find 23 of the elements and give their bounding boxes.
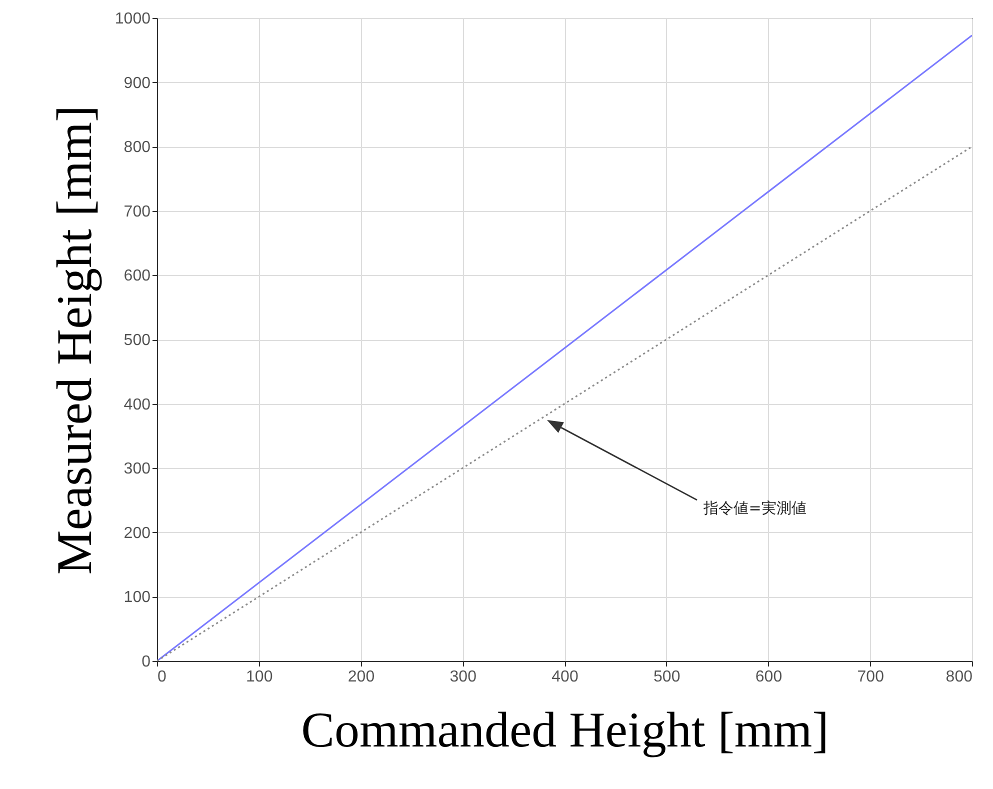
annotation: 指令値=実測値	[702, 499, 806, 517]
x-tick-label: 300	[450, 668, 477, 686]
y-tick-label: 1000	[114, 10, 151, 28]
x-tick-label: 0	[158, 668, 166, 686]
y-tick-label: 600	[124, 268, 151, 285]
y-tick-label: 200	[124, 524, 151, 542]
y-tick-label: 300	[124, 460, 151, 478]
y-tick-label: 900	[124, 74, 151, 92]
x-tick-label: 400	[552, 668, 578, 686]
x-tick-label: 200	[348, 668, 375, 686]
x-tick-label: 700	[857, 668, 884, 686]
y-tick-label: 0	[142, 654, 151, 670]
x-tick-label: 500	[654, 668, 680, 686]
y-tick-label: 400	[124, 396, 151, 414]
x-tick-label: 800	[946, 668, 973, 686]
y-tick-label: 100	[124, 589, 151, 606]
y-tick-label: 700	[124, 203, 151, 220]
y-tick-label: 500	[124, 332, 151, 349]
x-tick-label: 600	[755, 668, 782, 686]
x-tick-label: 100	[246, 668, 273, 686]
y-axis-title: Measured Height [mm]	[46, 105, 102, 575]
y-tick-label: 800	[124, 139, 151, 156]
x-axis-title: Commanded Height [mm]	[301, 702, 829, 758]
